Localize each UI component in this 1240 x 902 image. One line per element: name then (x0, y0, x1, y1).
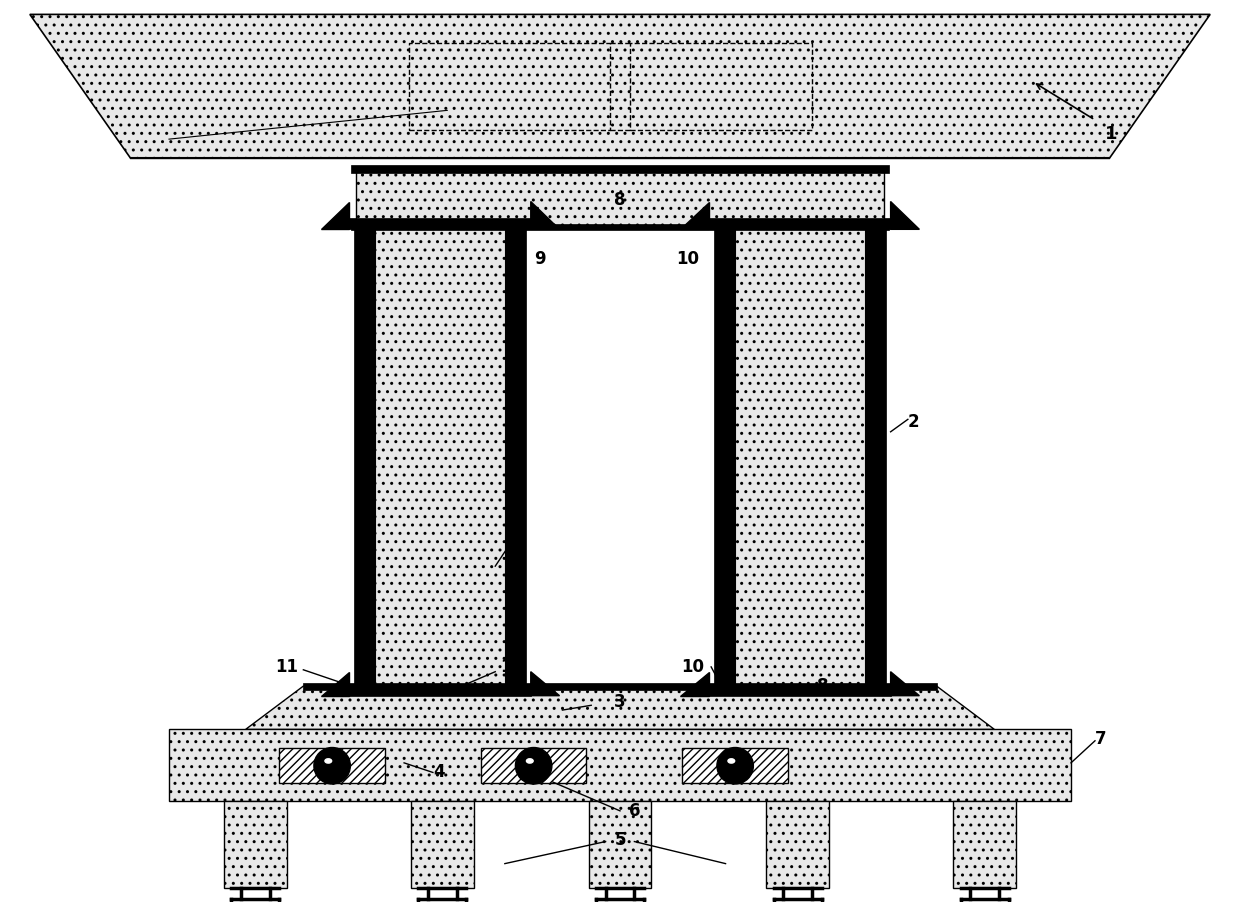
Bar (735, 226, 864, 686)
Bar (351, 165, 889, 172)
Polygon shape (321, 672, 350, 695)
Bar (376, 226, 505, 686)
Ellipse shape (728, 759, 734, 763)
Bar (709, 686, 890, 695)
Text: 8: 8 (817, 677, 828, 695)
Polygon shape (681, 201, 709, 229)
Bar (954, 801, 1016, 888)
Bar (279, 749, 384, 783)
Polygon shape (890, 672, 919, 695)
Bar (589, 801, 651, 888)
Ellipse shape (527, 759, 533, 763)
Bar (714, 221, 735, 691)
Bar (350, 686, 531, 695)
Bar (351, 224, 889, 230)
Polygon shape (30, 14, 1210, 159)
Text: 8: 8 (614, 190, 626, 208)
Polygon shape (321, 201, 350, 229)
Text: 9: 9 (533, 250, 546, 268)
Text: 9: 9 (515, 509, 526, 527)
Polygon shape (246, 686, 994, 730)
Bar (481, 749, 587, 783)
Polygon shape (526, 226, 714, 686)
Bar (224, 801, 286, 888)
Polygon shape (531, 201, 559, 229)
Text: 6: 6 (629, 802, 640, 820)
Bar (412, 801, 474, 888)
Circle shape (717, 748, 754, 784)
Bar (356, 168, 884, 226)
Text: 10: 10 (682, 658, 704, 676)
Bar (864, 221, 885, 691)
Polygon shape (890, 201, 919, 229)
Polygon shape (531, 672, 559, 695)
Bar (355, 221, 376, 691)
Text: 10: 10 (677, 250, 699, 268)
Polygon shape (681, 672, 709, 695)
Text: 7: 7 (1095, 730, 1106, 748)
Text: 1: 1 (1105, 124, 1117, 143)
Text: 11: 11 (275, 658, 299, 676)
Circle shape (314, 748, 351, 784)
Ellipse shape (325, 759, 331, 763)
Bar (682, 749, 787, 783)
Bar (350, 217, 531, 229)
Text: 3: 3 (614, 694, 626, 712)
Bar (505, 221, 526, 691)
Bar (709, 217, 890, 229)
Circle shape (516, 748, 552, 784)
Text: 4: 4 (433, 763, 444, 781)
Text: 2: 2 (908, 413, 920, 431)
Text: 5: 5 (614, 831, 626, 849)
Bar (766, 801, 828, 888)
Text: 12: 12 (500, 658, 523, 676)
Bar (304, 683, 936, 690)
Bar (169, 730, 1071, 801)
